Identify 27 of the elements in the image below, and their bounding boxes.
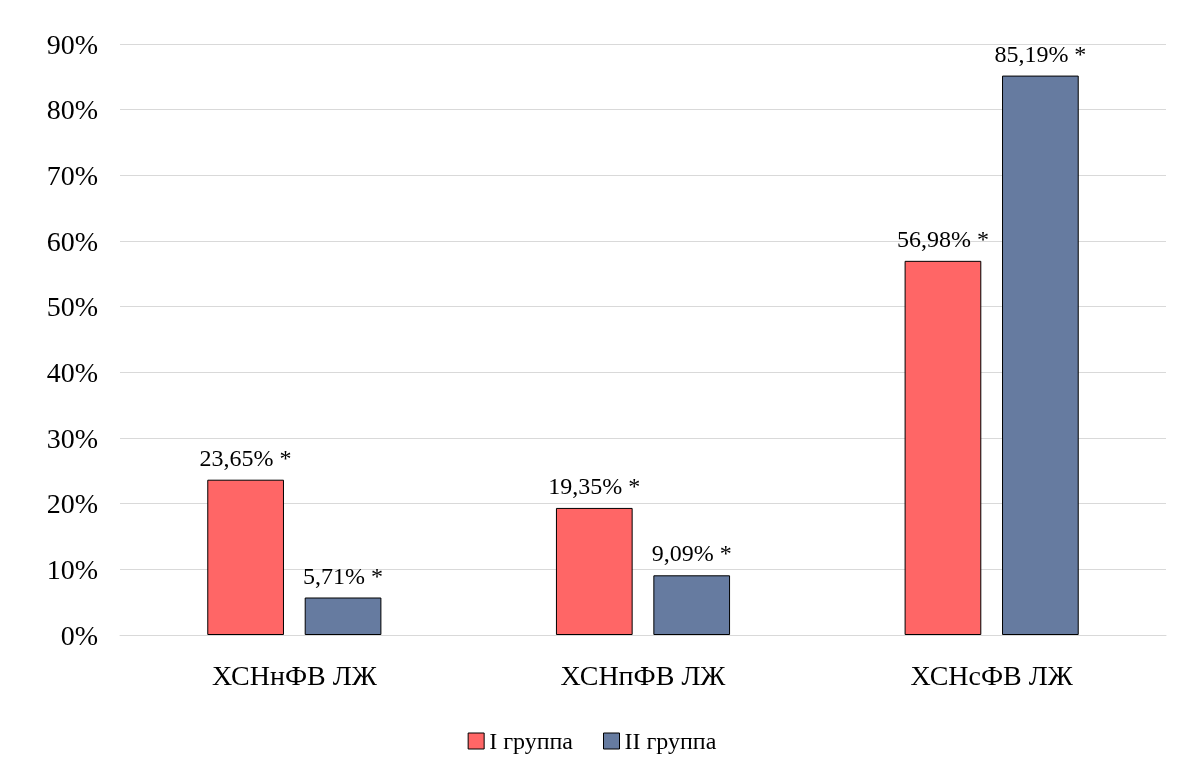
data-label: 56,98% * [896,225,989,252]
data-label: 5,71% * [303,562,384,589]
bar [904,260,982,635]
bar [304,597,382,635]
y-tick-label: 60% [46,225,98,257]
y-tick-label: 30% [46,422,98,454]
y-tick-label: 90% [46,28,98,60]
y-tick-label: 50% [46,291,98,323]
bar [653,575,731,635]
x-tick-label: ХСНнФВ ЛЖ [211,659,378,691]
data-label: 19,35% * [548,472,641,499]
bar [1002,75,1079,635]
legend-label: II группа [624,728,717,754]
y-tick-label: 10% [46,553,98,585]
y-tick-label: 20% [46,488,98,520]
bar [207,479,284,635]
bar [555,507,633,635]
y-tick-label: 0% [60,619,98,651]
x-tick-label: ХСНсФВ ЛЖ [910,659,1074,691]
y-tick-label: 40% [46,356,98,388]
data-label: 9,09% * [651,540,732,567]
y-tick-label: 80% [46,94,98,126]
x-tick-label: ХСНпФВ ЛЖ [560,659,727,691]
legend-label: I группа [489,728,574,754]
data-label: 23,65% * [199,444,292,471]
data-label: 85,19% * [994,40,1087,67]
y-tick-label: 70% [46,159,98,191]
